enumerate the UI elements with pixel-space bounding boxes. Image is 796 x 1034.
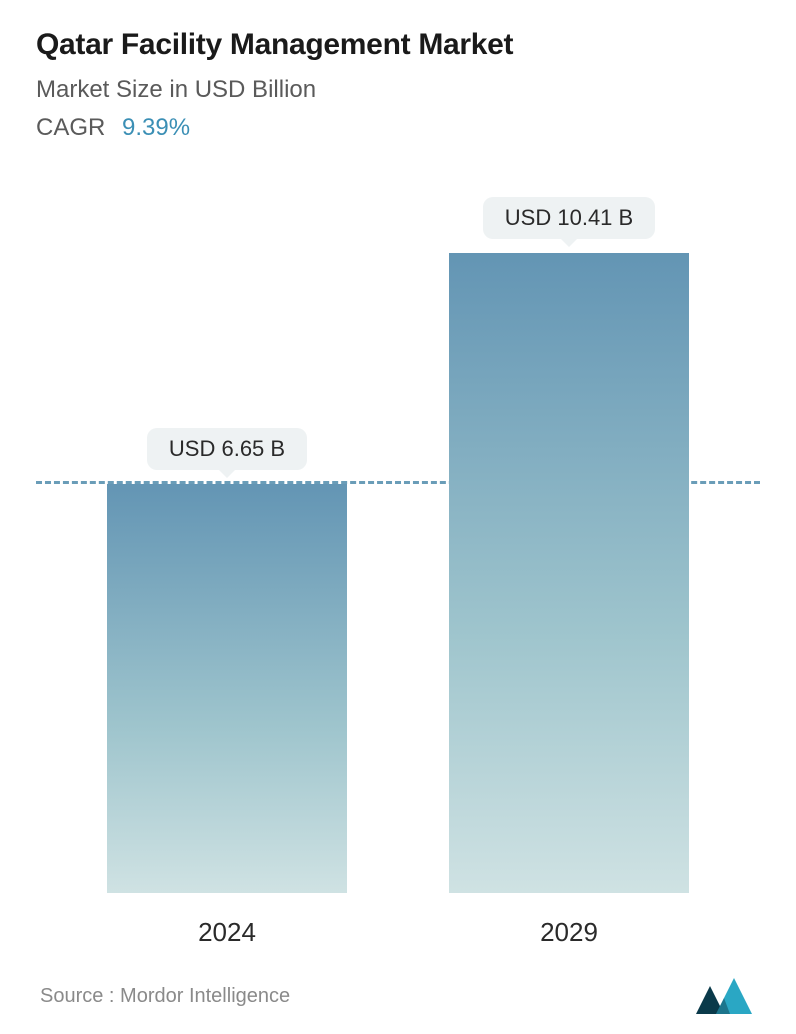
bar-group: USD 10.41 B	[429, 182, 709, 893]
chart-title: Qatar Facility Management Market	[36, 28, 760, 62]
bar	[449, 253, 689, 893]
bar-value-label: USD 10.41 B	[483, 197, 655, 239]
x-axis-label: 2024	[87, 917, 367, 948]
bars-row: USD 6.65 B USD 10.41 B	[56, 182, 740, 893]
bar-value-label: USD 6.65 B	[147, 428, 307, 470]
bar-group: USD 6.65 B	[87, 182, 367, 893]
cagr-line: CAGR 9.39%	[36, 114, 760, 142]
x-axis-labels: 2024 2029	[56, 917, 740, 948]
cagr-value: 9.39%	[122, 114, 190, 141]
chart-container: Qatar Facility Management Market Market …	[0, 0, 796, 1034]
x-axis-label: 2029	[429, 917, 709, 948]
chart-subtitle: Market Size in USD Billion	[36, 76, 760, 104]
source-attribution: Source : Mordor Intelligence	[40, 985, 290, 1008]
cagr-label: CAGR	[36, 114, 105, 141]
mordor-logo-icon	[696, 978, 756, 1014]
chart-footer: Source : Mordor Intelligence	[36, 978, 760, 1014]
bar	[107, 484, 347, 893]
chart-plot-area: USD 6.65 B USD 10.41 B	[56, 182, 740, 893]
